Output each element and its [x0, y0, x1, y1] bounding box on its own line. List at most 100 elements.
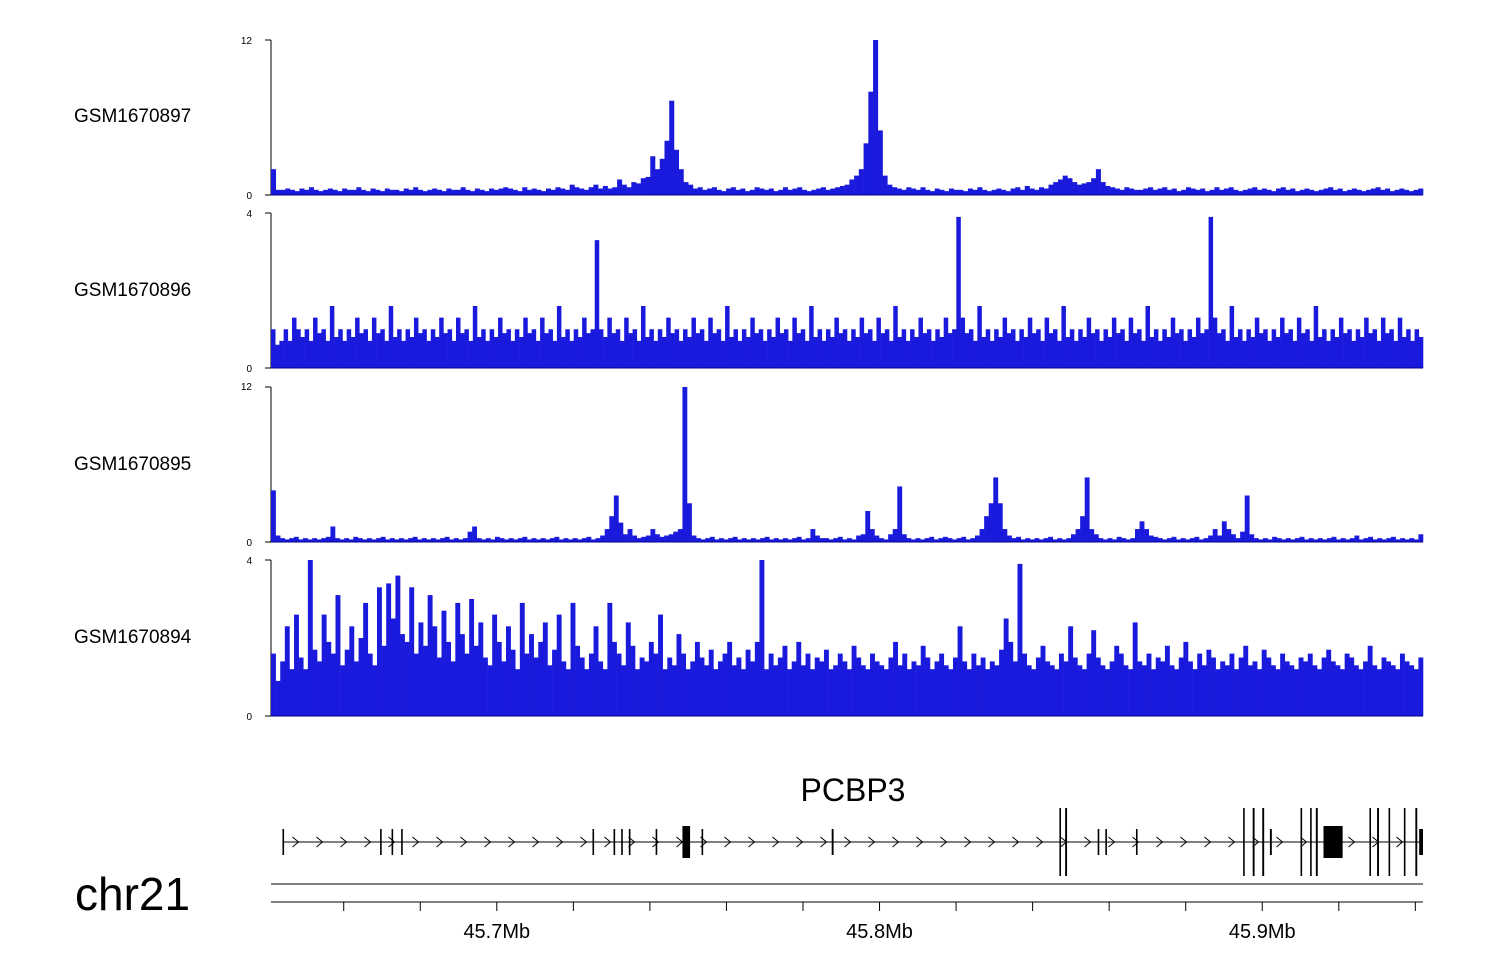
signal-bar: [1189, 538, 1195, 542]
signal-bar: [455, 189, 461, 195]
signal-bar: [1368, 536, 1374, 542]
signal-bar: [468, 340, 474, 369]
signal-bar: [307, 539, 313, 542]
signal-bar: [1103, 329, 1108, 368]
signal-bar: [1308, 538, 1314, 542]
signal-bar: [591, 539, 596, 542]
signal-bar: [985, 329, 991, 368]
signal-bar: [380, 191, 386, 195]
signal-bar: [1128, 669, 1133, 716]
signal-bar: [598, 661, 604, 716]
signal-bar: [1132, 622, 1138, 716]
gene-exon: [1105, 829, 1107, 855]
signal-bar: [455, 602, 461, 716]
gene-exon: [1059, 808, 1062, 876]
signal-bar: [628, 333, 633, 369]
strand-arrow: [820, 836, 828, 848]
signal-bar: [825, 329, 831, 368]
signal-bar: [877, 130, 883, 195]
signal-bar: [598, 188, 604, 195]
signal-bar: [952, 329, 957, 368]
signal-bar: [403, 539, 409, 542]
signal-bar: [431, 538, 436, 542]
signal-bar: [648, 641, 654, 716]
signal-bar: [1285, 189, 1291, 195]
signal-bar: [1340, 669, 1345, 716]
signal-bar: [609, 516, 615, 542]
signal-bar: [1089, 529, 1095, 542]
signal-bar: [1301, 333, 1306, 369]
signal-bar: [1335, 665, 1341, 716]
signal-bar: [1105, 669, 1110, 716]
signal-bar: [737, 539, 743, 542]
signal-bar: [357, 538, 363, 542]
signal-bar: [939, 189, 945, 195]
signal-bar: [1215, 669, 1221, 716]
signal-bar: [371, 317, 377, 369]
signal-bar: [782, 645, 788, 716]
signal-bar: [1292, 340, 1298, 369]
signal-bar: [1039, 539, 1044, 542]
signal-bar: [625, 622, 631, 716]
y-max-label-track2: 4: [246, 209, 252, 220]
signal-bar: [529, 634, 534, 716]
gene-exon: [1097, 829, 1100, 855]
signal-bar: [600, 535, 606, 542]
signal-bar: [1386, 538, 1392, 542]
strand-arrow: [796, 836, 804, 848]
signal-bar: [536, 539, 542, 542]
signal-bar: [388, 306, 394, 368]
signal-bar: [801, 189, 807, 195]
signal-bar: [733, 329, 738, 368]
signal-bar: [550, 189, 556, 195]
signal-bar: [474, 188, 480, 195]
signal-bar: [330, 653, 336, 716]
signal-bar: [1385, 188, 1391, 195]
strand-arrow: [892, 836, 900, 848]
signal-bar: [1040, 340, 1045, 369]
signal-bar: [906, 538, 912, 542]
signal-bar: [993, 477, 999, 542]
signal-bar: [649, 329, 654, 368]
signal-bar: [1002, 529, 1008, 542]
signal-bar: [1397, 317, 1403, 369]
signal-bar: [508, 538, 514, 542]
signal-track-gsm1670894: [265, 559, 1424, 717]
signal-bar: [653, 653, 659, 716]
signal-bar: [459, 634, 465, 716]
signal-bar: [791, 661, 797, 716]
signal-bar: [487, 665, 493, 716]
signal-bar: [1191, 337, 1197, 368]
strand-arrow: [1132, 836, 1140, 848]
signal-bar: [579, 657, 585, 716]
signal-bar: [745, 191, 751, 195]
strand-arrow: [1396, 836, 1404, 848]
signal-bar: [418, 333, 423, 369]
signal-bar: [779, 333, 785, 369]
signal-bar: [873, 40, 879, 195]
signal-bar: [1020, 539, 1026, 542]
signal-bar: [1137, 329, 1142, 368]
signal-bar: [308, 340, 314, 369]
signal-bar: [1295, 538, 1300, 542]
signal-bar: [453, 538, 459, 542]
signal-bar: [1128, 317, 1134, 369]
signal-bar: [860, 534, 866, 542]
gene-exon: [621, 829, 623, 855]
signal-bar: [997, 503, 1003, 542]
signal-bar: [1321, 657, 1327, 716]
signal-bar: [896, 188, 902, 195]
gene-exon: [1419, 829, 1423, 855]
signal-bar: [729, 337, 734, 368]
signal-bar: [778, 539, 784, 542]
signal-bar: [1043, 538, 1049, 542]
signal-bar: [1112, 539, 1118, 542]
signal-bar: [561, 337, 566, 368]
signal-bar: [503, 187, 509, 195]
signal-bar: [762, 340, 768, 369]
strand-arrow: [508, 836, 516, 848]
signal-bar: [1203, 538, 1209, 542]
signal-bar: [858, 169, 864, 195]
signal-bar: [1393, 340, 1399, 369]
signal-bar: [897, 486, 903, 542]
